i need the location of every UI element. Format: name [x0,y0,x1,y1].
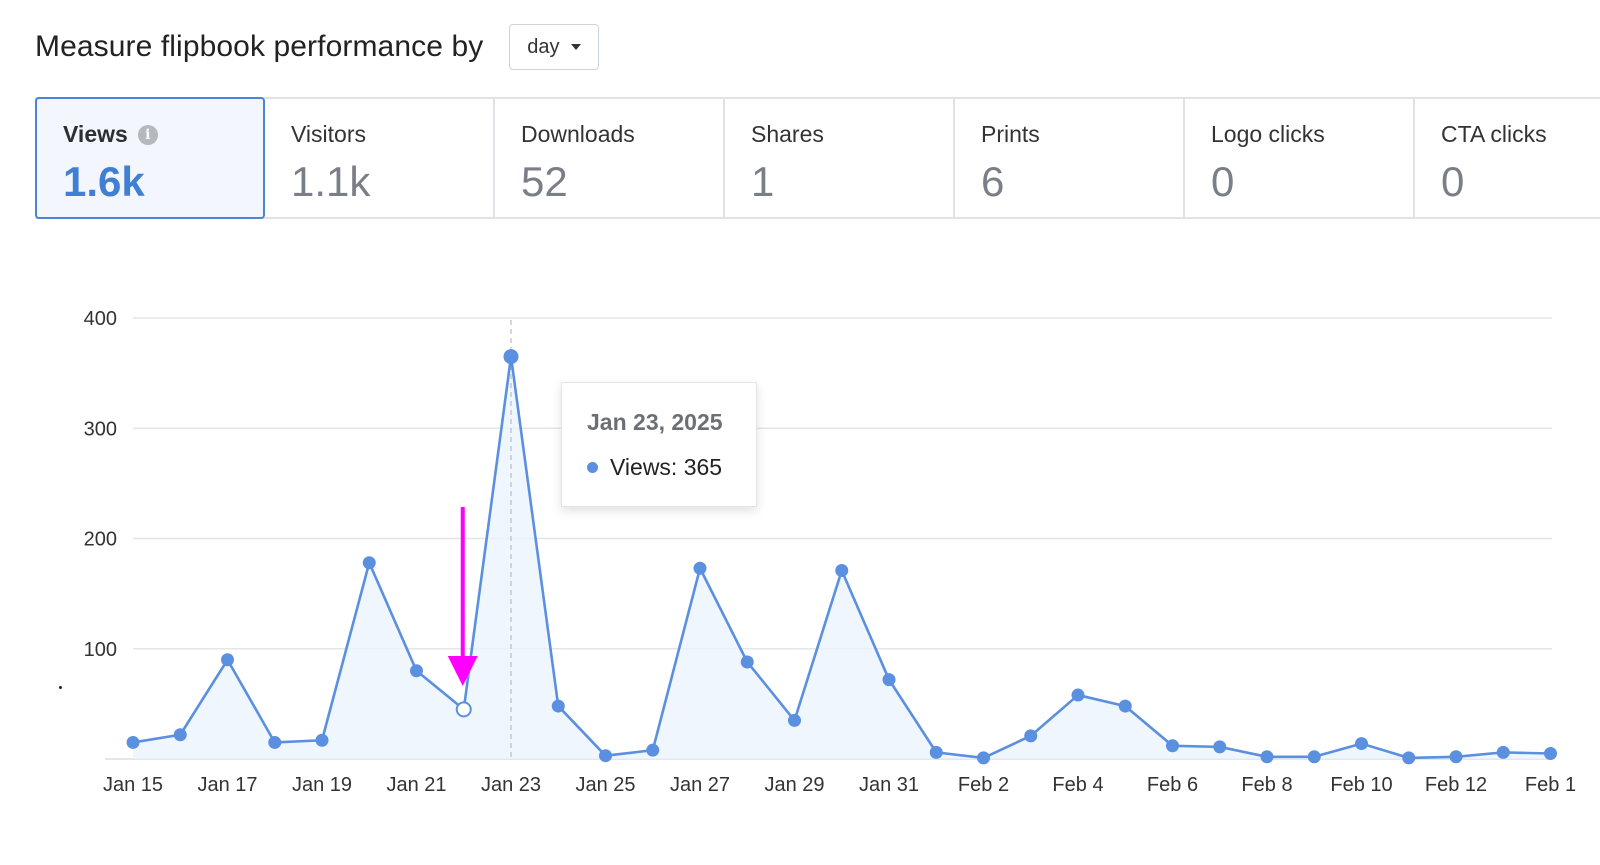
x-tick-label: Jan 23 [481,774,541,796]
y-tick-label: 100 [84,639,117,661]
caret-down-icon [571,44,582,50]
y-tick-label: 400 [84,308,117,330]
data-point [268,735,282,749]
metric-value: 0 [1441,158,1465,205]
metric-label: Visitors [291,121,366,147]
header: Measure flipbook performance by day [35,24,600,70]
x-tick-label: Jan 19 [292,774,352,796]
metric-value: 52 [521,158,568,205]
data-point [1544,746,1557,760]
metric-value: 1.6k [63,158,145,205]
metrics-tabs: Views i 1.6k Visitors 1.1k Downloads 52 … [35,97,1600,219]
y-tick-label: 200 [84,529,117,551]
metric-tab-visitors[interactable]: Visitors 1.1k [265,99,495,217]
metric-tab-cta-clicks[interactable]: CTA clicks 0 [1415,99,1600,217]
data-point [1118,699,1132,713]
data-point [693,561,707,575]
chart-tooltip: Jan 23, 2025 Views: 365 [561,382,757,507]
metric-tab-logo-clicks[interactable]: Logo clicks 0 [1185,99,1415,217]
x-tick-label: Jan 29 [764,774,824,796]
data-point [551,699,565,713]
data-point [882,673,896,687]
data-point [835,563,849,577]
metric-tab-prints[interactable]: Prints 6 [955,99,1185,217]
x-tick-label: Feb 2 [958,774,1009,796]
series-area [133,356,1551,759]
period-value: day [527,35,560,58]
metric-value: 1 [751,158,775,205]
metric-label: CTA clicks [1441,121,1547,147]
data-point [1071,688,1085,702]
x-tick-label: Jan 15 [103,774,163,796]
y-tick-label: 300 [84,418,117,440]
x-tick-label: Feb 12 [1425,774,1487,796]
x-tick-label: Jan 31 [859,774,919,796]
stray-dot [59,686,62,689]
metric-label: Prints [981,121,1040,147]
x-tick-label: Jan 17 [197,774,257,796]
metric-label: Downloads [521,121,635,147]
data-point [455,701,472,718]
data-point [221,653,234,667]
tooltip-value: Views: 365 [610,454,723,480]
x-tick-label: Feb 1 [1525,774,1576,796]
data-point [1402,751,1416,765]
data-point [646,743,660,757]
data-point [1260,750,1274,764]
metric-label: Views [63,121,128,147]
metric-tab-views[interactable]: Views i 1.6k [35,97,265,219]
data-point [977,751,990,765]
x-tick-label: Jan 27 [670,774,730,796]
x-tick-label: Feb 10 [1330,774,1392,796]
data-point [173,728,187,742]
data-point [599,749,612,763]
series-dot-icon [587,462,598,473]
info-icon[interactable]: i [137,124,158,145]
data-point [788,713,801,727]
data-point [126,735,140,749]
data-point [1449,750,1463,764]
data-point [1166,739,1179,753]
metric-label: Logo clicks [1211,121,1325,147]
x-tick-label: Feb 6 [1147,774,1198,796]
annotation-arrow-head [447,656,478,686]
metric-label: Shares [751,121,824,147]
data-point [315,733,329,747]
metric-value: 1.1k [291,158,371,205]
tooltip-series-row: Views: 365 [587,454,756,481]
x-tick-label: Feb 8 [1241,774,1292,796]
data-point [1307,750,1321,764]
metric-value: 0 [1211,158,1235,205]
data-point [410,664,423,678]
tooltip-date: Jan 23, 2025 [587,409,723,435]
metric-tab-shares[interactable]: Shares 1 [725,99,955,217]
data-point [1024,729,1038,743]
metric-value: 6 [981,158,1005,205]
data-point [929,745,943,759]
x-tick-label: Feb 4 [1052,774,1103,796]
data-point [1496,745,1510,759]
data-point [503,349,519,365]
x-tick-label: Jan 25 [575,774,635,796]
data-point [740,655,754,669]
data-point [362,556,376,570]
data-point [1355,737,1368,751]
metric-tab-downloads[interactable]: Downloads 52 [495,99,725,217]
x-tick-label: Jan 21 [386,774,446,796]
period-dropdown[interactable]: day [509,24,600,70]
data-point [1213,740,1227,754]
page-title: Measure flipbook performance by [35,30,484,63]
